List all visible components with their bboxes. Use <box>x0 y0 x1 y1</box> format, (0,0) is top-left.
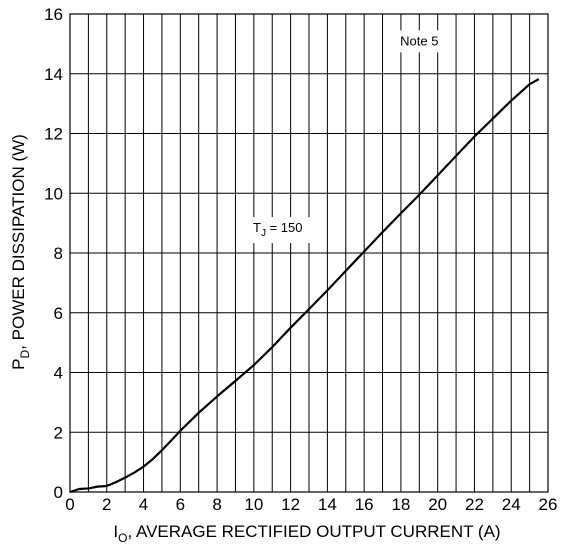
x-tick-label: 18 <box>391 495 410 514</box>
y-tick-label: 4 <box>54 364 63 383</box>
y-tick-label: 6 <box>54 304 63 323</box>
x-tick-label: 14 <box>318 495 337 514</box>
y-tick-label: 0 <box>54 483 63 502</box>
x-tick-label: 20 <box>428 495 447 514</box>
x-tick-label: 8 <box>212 495 221 514</box>
y-tick-label: 8 <box>54 244 63 263</box>
y-tick-label: 10 <box>44 184 63 203</box>
x-tick-label: 26 <box>539 495 558 514</box>
annotations: Note 5 TJ = 150 <box>241 30 449 244</box>
y-tick-label: 12 <box>44 125 63 144</box>
y-axis-label: PD, POWER DISSIPATION (W) <box>9 134 32 370</box>
x-tick-label: 4 <box>139 495 148 514</box>
y-tick-label: 2 <box>54 423 63 442</box>
x-tick-label: 10 <box>244 495 263 514</box>
x-tick-label: 2 <box>102 495 111 514</box>
plot-area <box>69 78 540 494</box>
x-tick-label: 6 <box>176 495 185 514</box>
note-label: Note 5 <box>400 33 438 48</box>
y-tick-label: 14 <box>44 65 63 84</box>
tj-label: TJ = 150 <box>253 220 302 239</box>
x-tick-label: 24 <box>502 495 521 514</box>
note-background <box>394 30 449 53</box>
y-tick-label: 16 <box>44 5 63 24</box>
x-axis-label: IO, AVERAGE RECTIFIED OUTPUT CURRENT (A) <box>113 522 500 545</box>
tj-background <box>241 217 314 244</box>
grid <box>69 13 549 493</box>
plot-frame <box>69 13 549 493</box>
x-tick-label: 16 <box>355 495 374 514</box>
x-tick-label: 12 <box>281 495 300 514</box>
x-tick-label: 0 <box>65 495 74 514</box>
x-tick-label: 22 <box>465 495 484 514</box>
series-line <box>69 78 540 494</box>
